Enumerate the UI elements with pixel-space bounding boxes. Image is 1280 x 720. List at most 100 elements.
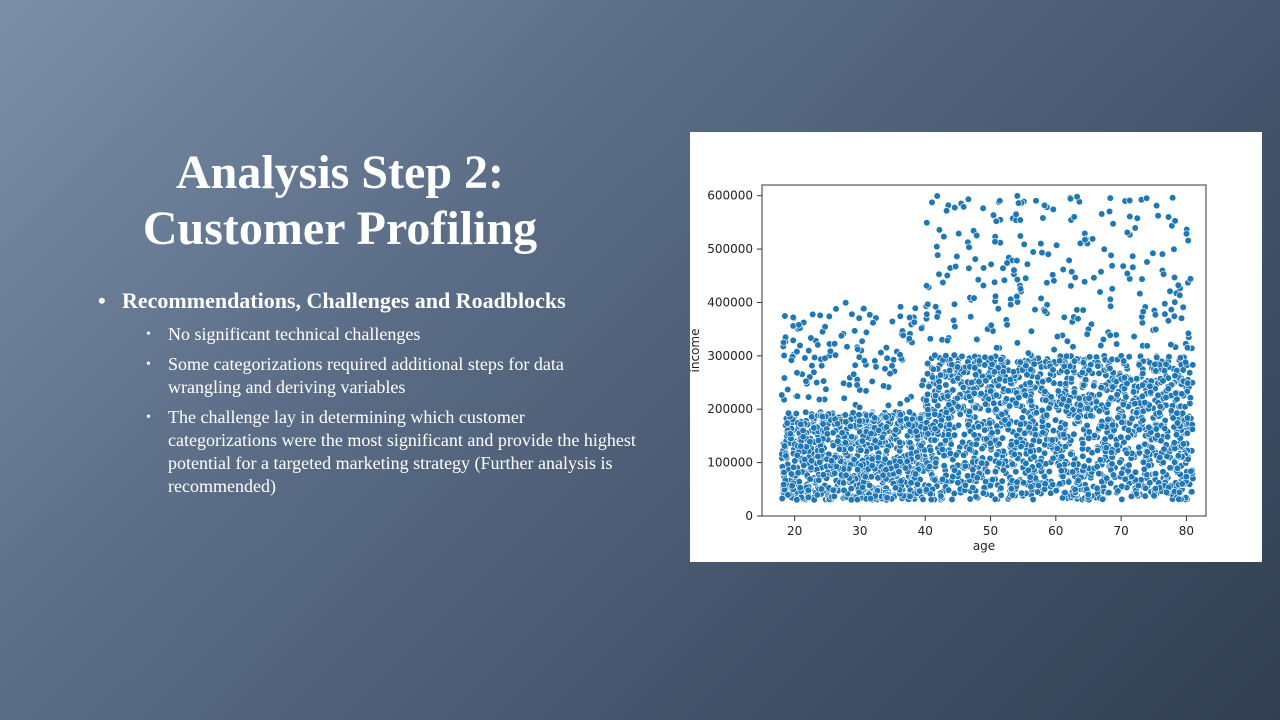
- data-point: [1098, 422, 1106, 430]
- data-point: [883, 447, 891, 455]
- data-point: [783, 419, 791, 427]
- data-point: [975, 378, 983, 386]
- data-point: [965, 243, 973, 251]
- data-point: [1070, 388, 1078, 396]
- data-point: [912, 427, 920, 435]
- data-point: [801, 455, 809, 464]
- data-point: [1090, 274, 1098, 282]
- data-point: [779, 338, 788, 347]
- data-point: [1081, 278, 1089, 286]
- data-point: [927, 495, 935, 504]
- data-point: [988, 476, 997, 484]
- data-point: [983, 468, 992, 476]
- data-point: [1130, 388, 1138, 396]
- data-point: [854, 345, 862, 353]
- data-point: [807, 457, 816, 465]
- data-point: [816, 311, 824, 319]
- data-point: [943, 271, 951, 280]
- data-point: [999, 466, 1008, 474]
- data-point: [945, 401, 953, 409]
- data-point: [981, 361, 989, 369]
- data-point: [822, 385, 830, 393]
- data-point: [1081, 236, 1089, 244]
- data-point: [1069, 460, 1078, 469]
- data-point: [1066, 195, 1075, 203]
- data-point: [917, 324, 926, 332]
- data-point: [818, 446, 826, 455]
- data-point: [1095, 369, 1103, 377]
- data-point: [944, 431, 953, 439]
- data-point: [1116, 458, 1124, 467]
- data-point: [934, 251, 942, 259]
- data-point: [814, 436, 822, 445]
- data-point: [965, 407, 974, 416]
- data-point: [848, 433, 856, 441]
- data-point: [1106, 364, 1114, 372]
- data-point: [879, 471, 887, 479]
- data-point: [861, 473, 869, 481]
- data-point: [1119, 400, 1128, 409]
- data-point: [1121, 475, 1129, 483]
- data-point: [1147, 388, 1155, 396]
- data-point: [954, 403, 962, 411]
- data-point: [1069, 468, 1077, 476]
- data-point: [1024, 466, 1032, 474]
- data-point: [1021, 429, 1029, 437]
- data-point: [1118, 469, 1126, 477]
- data-point: [841, 411, 849, 419]
- data-point: [1044, 250, 1052, 258]
- sub-bullet-text: No significant technical challenges: [168, 324, 421, 344]
- data-point: [1000, 276, 1009, 284]
- data-point: [810, 424, 818, 432]
- data-point: [1089, 235, 1097, 243]
- data-point: [1059, 265, 1067, 274]
- data-point: [965, 264, 973, 272]
- bullet-list: • Recommendations, Challenges and Roadbl…: [98, 287, 638, 505]
- data-point: [1029, 495, 1037, 504]
- data-point: [961, 481, 970, 489]
- data-point: [1105, 489, 1113, 497]
- data-point: [1050, 346, 1058, 354]
- data-point: [1131, 224, 1139, 232]
- data-point: [805, 347, 813, 355]
- data-point: [991, 292, 1000, 300]
- data-point: [999, 368, 1007, 376]
- data-point: [796, 341, 804, 350]
- data-point: [842, 471, 850, 479]
- data-point: [1045, 404, 1053, 412]
- data-point: [840, 486, 848, 494]
- data-point: [1135, 361, 1143, 369]
- data-point: [1154, 391, 1162, 399]
- data-point: [1057, 467, 1066, 475]
- data-point: [931, 436, 939, 444]
- data-point: [1042, 396, 1050, 404]
- data-point: [990, 399, 998, 407]
- data-point: [840, 394, 848, 402]
- data-point: [953, 394, 961, 402]
- data-point: [991, 495, 999, 503]
- data-point: [1184, 379, 1192, 387]
- data-point: [1170, 273, 1179, 282]
- data-point: [1171, 372, 1179, 380]
- data-point: [1065, 256, 1073, 264]
- data-point: [814, 341, 822, 349]
- data-point: [1037, 239, 1045, 248]
- data-point: [1129, 252, 1137, 260]
- data-point: [1080, 462, 1088, 470]
- data-point: [1170, 312, 1179, 320]
- data-point: [829, 486, 837, 494]
- data-point: [1171, 458, 1179, 466]
- data-point: [1183, 414, 1192, 422]
- data-point: [806, 438, 814, 446]
- data-point: [1007, 485, 1016, 493]
- data-point: [1079, 306, 1087, 314]
- data-point: [1107, 479, 1115, 487]
- data-point: [942, 408, 950, 417]
- data-point: [1097, 383, 1105, 392]
- data-point: [961, 462, 970, 470]
- data-point: [1106, 194, 1114, 202]
- data-point: [993, 451, 1001, 459]
- data-point: [867, 429, 875, 438]
- data-point: [1179, 303, 1187, 311]
- data-point: [992, 217, 1000, 225]
